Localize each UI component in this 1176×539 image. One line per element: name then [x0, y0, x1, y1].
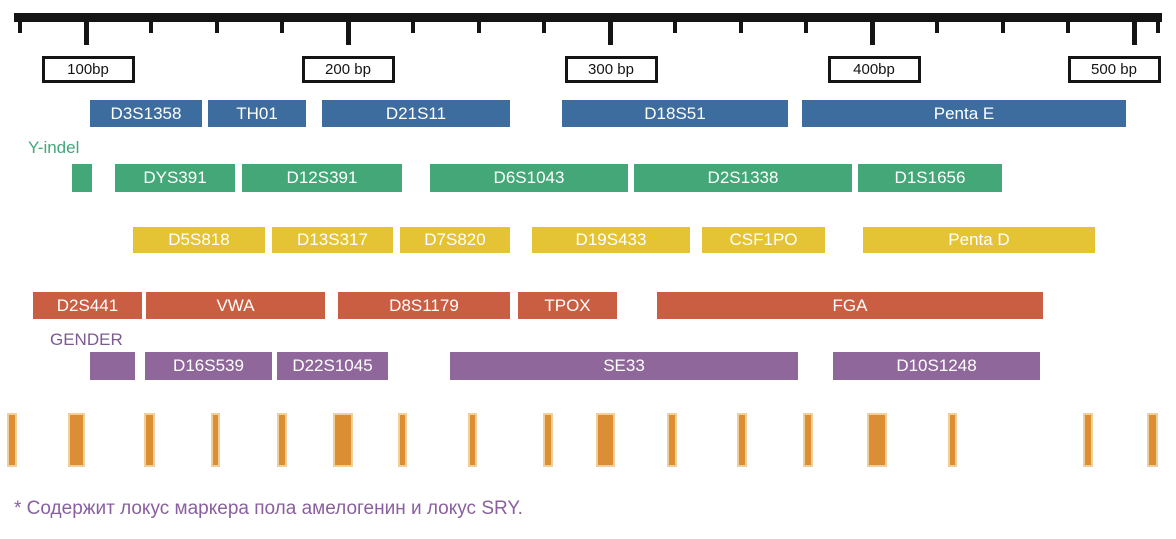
ruler-tick-minor — [1156, 20, 1160, 33]
amplicon-bar — [277, 413, 287, 467]
ruler-label-100bp: 100bp — [41, 56, 135, 83]
ruler-label-500bp: 500 bp — [1067, 56, 1161, 83]
marker-tpox: TPOX — [518, 292, 617, 319]
amplicon-bar — [737, 413, 747, 467]
marker-d5s818: D5S818 — [133, 227, 265, 253]
bp-ruler: 100bp 200 bp 300 bp 400bp 500 bp — [0, 0, 1176, 90]
amplicon-bar — [596, 413, 615, 467]
marker-penta-e: Penta E — [802, 100, 1126, 127]
ruler-tick-minor — [739, 20, 743, 33]
marker-d3s1358: D3S1358 — [90, 100, 202, 127]
amplicon-tick-row — [7, 413, 1158, 467]
row-label-gender: GENDER — [50, 330, 123, 349]
amplicon-bar — [398, 413, 407, 467]
amplicon-bar — [543, 413, 553, 467]
ruler-tick-minor — [542, 20, 546, 33]
ruler-tick-major — [345, 20, 351, 45]
ruler-tick-major — [1131, 20, 1137, 45]
marker-d2s1338: D2S1338 — [634, 164, 852, 192]
amplicon-bar — [468, 413, 477, 467]
ruler-label-400bp: 400bp — [827, 56, 921, 83]
ruler-tick-minor — [804, 20, 808, 33]
ruler-tick-minor — [477, 20, 481, 33]
marker-penta-d: Penta D — [863, 227, 1095, 253]
ruler-tick-minor — [411, 20, 415, 33]
ruler-tick-major — [869, 20, 875, 45]
ruler-label-200bp: 200 bp — [301, 56, 395, 83]
amplicon-bar — [333, 413, 353, 467]
footnote: * Содержит локус маркера пола амелогенин… — [14, 498, 523, 519]
marker-se33: SE33 — [450, 352, 798, 380]
marker-th01: TH01 — [208, 100, 306, 127]
amplicon-bar — [1083, 413, 1093, 467]
ruler-tick-minor — [673, 20, 677, 33]
amplicon-bar — [211, 413, 220, 467]
amplicon-bar — [144, 413, 155, 467]
ruler-tick-major — [607, 20, 613, 45]
marker-y-indel-marker — [72, 164, 92, 192]
ruler-bar — [14, 13, 1162, 22]
amplicon-bar — [948, 413, 957, 467]
ruler-tick-minor — [935, 20, 939, 33]
marker-d7s820: D7S820 — [400, 227, 510, 253]
marker-d6s1043: D6S1043 — [430, 164, 628, 192]
amplicon-bar — [1147, 413, 1158, 467]
ruler-tick-minor — [280, 20, 284, 33]
ruler-label-300bp: 300 bp — [564, 56, 658, 83]
amplicon-bar — [867, 413, 887, 467]
marker-d10s1248: D10S1248 — [833, 352, 1040, 380]
amplicon-bar — [667, 413, 677, 467]
marker-d2s441: D2S441 — [33, 292, 142, 319]
ruler-tick-minor — [18, 20, 22, 33]
marker-fga: FGA — [657, 292, 1043, 319]
row-label-y-indel: Y-indel — [28, 138, 80, 157]
marker-vwa: VWA — [146, 292, 325, 319]
marker-d19s433: D19S433 — [532, 227, 690, 253]
ruler-tick-minor — [149, 20, 153, 33]
marker-d16s539: D16S539 — [145, 352, 272, 380]
ruler-tick-minor — [215, 20, 219, 33]
marker-d18s51: D18S51 — [562, 100, 788, 127]
marker-dys391: DYS391 — [115, 164, 235, 192]
ruler-tick-major — [83, 20, 89, 45]
marker-d22s1045: D22S1045 — [277, 352, 388, 380]
amplicon-bar — [68, 413, 85, 467]
marker-gender-marker — [90, 352, 135, 380]
amplicon-bar — [803, 413, 813, 467]
ruler-tick-minor — [1001, 20, 1005, 33]
marker-csf1po: CSF1PO — [702, 227, 825, 253]
marker-d12s391: D12S391 — [242, 164, 402, 192]
marker-d8s1179: D8S1179 — [338, 292, 510, 319]
marker-d21s11: D21S11 — [322, 100, 510, 127]
marker-rows: D3S1358 TH01 D21S11 D18S51 Penta E Y-indel DYS… — [28, 100, 1126, 380]
marker-d1s1656: D1S1656 — [858, 164, 1002, 192]
ruler-tick-minor — [1066, 20, 1070, 33]
amplicon-bar — [7, 413, 17, 467]
marker-d13s317: D13S317 — [272, 227, 393, 253]
